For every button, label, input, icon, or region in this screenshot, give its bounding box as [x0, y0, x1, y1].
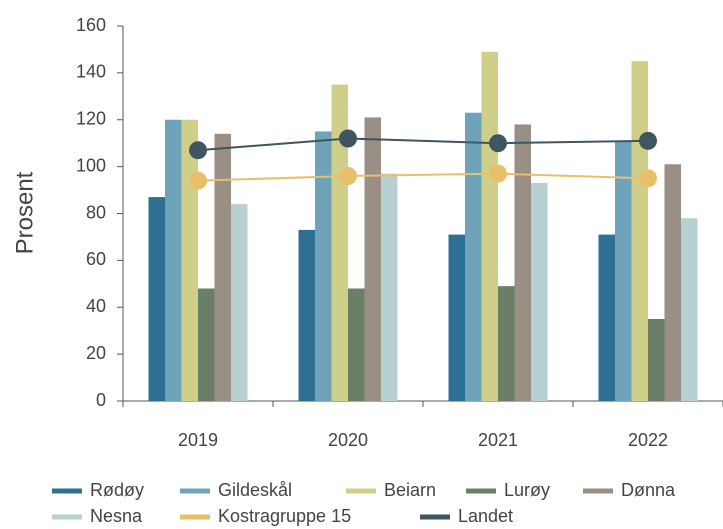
x-tick-label: 2020 — [328, 430, 368, 450]
bar — [531, 183, 548, 401]
bar — [514, 124, 531, 401]
bar — [331, 84, 348, 401]
x-tick-label: 2021 — [478, 430, 518, 450]
point — [639, 131, 657, 150]
point — [339, 129, 357, 148]
bar — [181, 119, 198, 401]
y-tick-label: 80 — [86, 202, 106, 222]
bar — [165, 119, 182, 401]
bar — [315, 131, 332, 401]
bar — [664, 164, 681, 401]
bar — [615, 140, 632, 401]
y-tick-label: 140 — [76, 62, 106, 82]
y-tick-label: 20 — [86, 343, 106, 363]
point — [189, 141, 207, 160]
y-tick-label: 100 — [76, 155, 106, 175]
y-tick-label: 160 — [76, 15, 106, 35]
point — [189, 171, 207, 190]
bar — [598, 234, 615, 401]
bar — [231, 204, 248, 401]
bar — [198, 288, 215, 401]
bar — [631, 61, 648, 401]
bar — [364, 117, 381, 401]
bar — [648, 318, 665, 401]
point — [489, 134, 507, 153]
legend-label: Gildeskål — [218, 480, 292, 500]
y-tick-label: 40 — [86, 296, 106, 316]
y-tick-label: 120 — [76, 109, 106, 129]
bar — [448, 234, 465, 401]
y-tick-label: 60 — [86, 249, 106, 269]
bar — [481, 51, 498, 401]
x-tick-label: 2022 — [628, 430, 668, 450]
bar — [381, 173, 398, 401]
bar — [498, 286, 515, 401]
legend-label: Lurøy — [504, 480, 550, 500]
bar — [298, 229, 315, 401]
bar — [681, 218, 698, 401]
legend-label: Nesna — [90, 506, 143, 526]
legend-label: Kostragruppe 15 — [218, 506, 351, 526]
legend-label: Rødøy — [90, 480, 144, 500]
x-tick-label: 2019 — [178, 430, 218, 450]
bar — [348, 288, 365, 401]
bar — [148, 197, 165, 401]
legend-label: Beiarn — [384, 480, 436, 500]
point — [339, 167, 357, 185]
y-axis-label: Prosent — [11, 171, 38, 254]
bar — [465, 112, 482, 401]
bar — [214, 133, 231, 401]
point — [639, 169, 657, 188]
point — [489, 164, 507, 183]
legend-label: Dønna — [621, 480, 676, 500]
line — [197, 172, 649, 182]
y-tick-label: 0 — [96, 390, 106, 410]
legend-label: Landet — [458, 506, 513, 526]
line — [197, 137, 649, 152]
